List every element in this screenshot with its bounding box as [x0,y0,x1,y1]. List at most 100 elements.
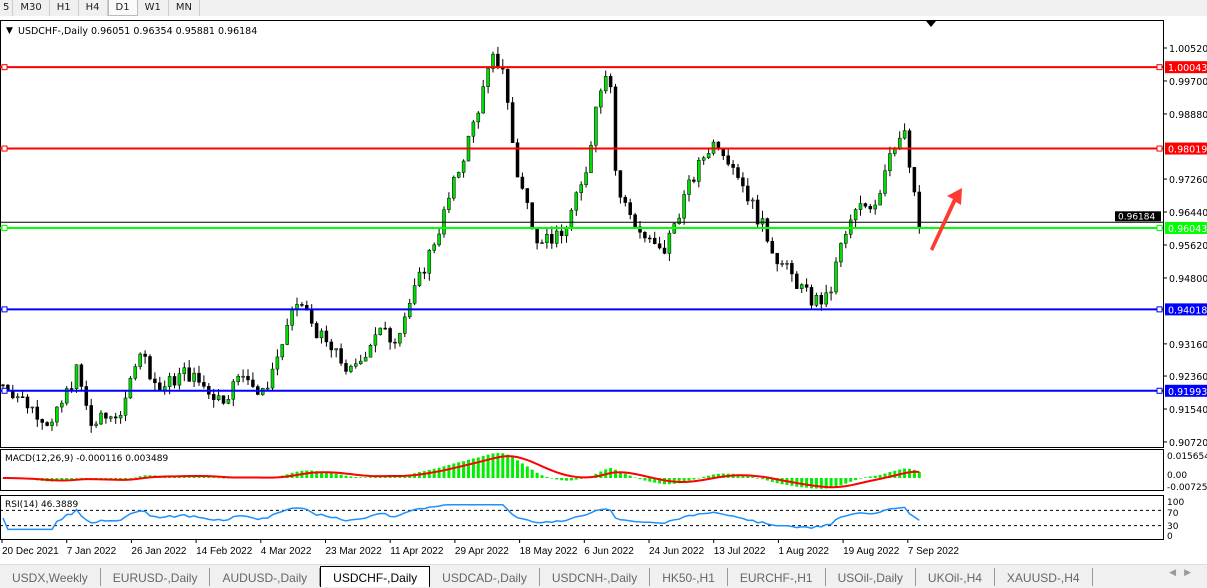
chart-legend: USDCHF-,Daily 0.96051 0.96354 0.95881 0.… [18,26,257,37]
chart-tab[interactable]: XAUUSD-,H4 [995,568,1093,586]
bull-candle [481,86,485,114]
chart-tab[interactable]: AUDUSD-,Daily [210,568,321,586]
macd-bar [207,476,211,478]
bull-candle [554,230,559,244]
bull-candle [358,360,363,364]
bull-candle [60,402,64,408]
bull-candle [30,406,35,409]
level-handle [1156,224,1163,231]
bear-candle [608,76,613,88]
rsi-tick-label: 0 [1167,532,1173,542]
price-chart[interactable]: ▼ USDCHF-,Daily 0.96051 0.96354 0.95881 0… [0,16,1207,564]
chart-tab[interactable]: USDX,Weekly [0,568,101,586]
timeframe-5[interactable]: 5 [0,0,14,16]
macd-bar [457,462,461,478]
macd-bar [565,478,568,481]
macd-bar [800,478,804,488]
level-handle [1156,387,1163,394]
bear-candle [618,170,623,198]
bear-candle [741,177,745,187]
bear-candle [383,327,387,330]
bull-candle [133,366,138,379]
macd-bar [491,453,495,478]
bear-candle [388,328,392,343]
bear-candle [535,228,539,244]
chart-tab[interactable]: USOil-,Daily [826,568,916,586]
bear-candle [643,232,647,239]
bear-candle [746,185,750,202]
macd-bar [863,477,867,478]
timeframe-M30[interactable]: M30 [13,0,50,16]
macd-bar [476,457,480,478]
bear-candle [45,422,49,426]
macd-bar [824,478,828,489]
macd-panel-frame [0,449,1164,491]
bear-candle [804,284,809,288]
timeframe-H4[interactable]: H4 [79,0,108,16]
bull-candle [427,250,432,274]
chart-tab[interactable]: HK50-,H1 [650,568,728,586]
bear-candle [731,164,735,168]
macd-bar [344,475,348,478]
date-tick-label: 7 Sep 2022 [908,546,960,557]
bear-candle [329,341,334,351]
timeframe-H1[interactable]: H1 [50,0,79,16]
macd-bar [143,475,147,478]
macd-bar [555,478,559,480]
chart-shift-marker-icon [926,21,936,27]
bull-candle [491,53,495,69]
timeframe-D1[interactable]: D1 [107,0,138,16]
price-tick-label: 0.96440 [1169,208,1207,219]
macd-bar [569,478,573,481]
bear-candle [790,263,794,275]
tab-scroll-arrows[interactable]: ◀▶ [1169,568,1199,578]
macd-tick-label: 0.015654 [1167,452,1207,462]
level-price-label: 0.94018 [1168,305,1207,316]
price-tick-label: 0.94800 [1169,274,1207,285]
macd-bar [741,475,745,478]
bull-candle [785,263,789,265]
timeframe-W1[interactable]: W1 [138,0,169,16]
price-tick-label: 0.93160 [1169,340,1207,351]
macd-bar [486,454,490,478]
macd-bar [128,478,132,479]
bull-candle [354,363,358,367]
level-price-label: 1.00043 [1168,63,1207,74]
macd-bar [849,478,853,482]
bull-candle [569,209,574,228]
macd-bar [834,478,838,487]
macd-bar [60,478,64,481]
bull-candle [824,292,828,305]
bear-candle [530,202,534,230]
bull-candle [461,160,466,173]
macd-bar [707,475,711,478]
chart-tab[interactable]: USDCHF-,Daily [320,566,431,587]
bear-candle [633,214,637,228]
macd-bar [310,470,314,478]
rsi-tick-label: 30 [1167,522,1179,532]
bull-candle [437,233,441,246]
macd-bar [79,477,83,479]
bear-candle [202,382,206,387]
macd-bar [324,472,328,478]
macd-bar [873,475,877,478]
date-tick-label: 20 Dec 2021 [2,546,59,557]
chart-tab[interactable]: EURUSD-,Daily [101,568,211,586]
level-handle [1,145,8,152]
macd-bar [442,466,446,478]
timeframe-MN[interactable]: MN [169,0,200,16]
level-price-tag [1165,221,1207,234]
chart-tab[interactable]: UKOil-,H4 [916,568,995,586]
bear-candle [765,218,770,242]
macd-bar [716,473,720,478]
macd-bar [217,477,221,479]
chart-tab[interactable]: EURCHF-,H1 [728,568,826,586]
chart-tab[interactable]: USDCNH-,Daily [540,568,651,586]
chart-tab[interactable]: USDCAD-,Daily [430,568,540,586]
date-tick-label: 13 Jul 2022 [714,546,766,557]
macd-bar [133,477,137,478]
bear-candle [628,202,632,215]
level-price-label: 0.98019 [1168,145,1207,156]
bull-candle [368,345,373,358]
macd-bar [339,474,343,478]
